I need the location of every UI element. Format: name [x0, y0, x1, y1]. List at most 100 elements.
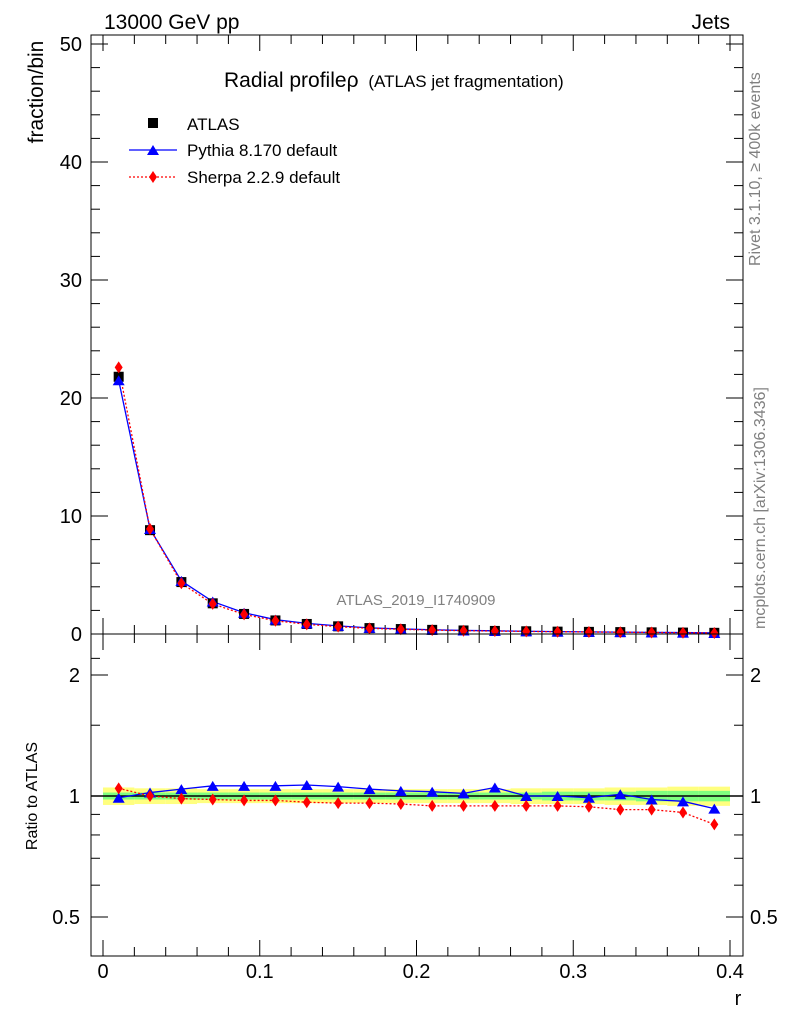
ratio-sherpa-point — [365, 797, 374, 810]
ratio-y-axis-label: Ratio to ATLAS — [24, 742, 41, 850]
legend-label-sherpa: Sherpa 2.2.9 default — [187, 168, 340, 187]
ratio-x-tick-label: 0.2 — [403, 961, 431, 983]
ratio-y-tick-label: 1 — [69, 786, 80, 808]
ratio-pythia-point — [582, 792, 595, 803]
mcplots-label: mcplots.cern.ch [arXiv:1306.3436] — [752, 387, 769, 629]
legend-entry-sherpa: Sherpa 2.2.9 default — [129, 168, 340, 187]
main-y-tick-label: 30 — [60, 270, 82, 292]
ratio-x-ticks: 0 0.1 0.2 0.3 0.4 — [97, 634, 744, 983]
ratio-pythia-point — [614, 789, 627, 800]
ratio-x-tick-label: 0.1 — [246, 961, 274, 983]
rivet-label: Rivet 3.1.10, ≥ 400k events — [747, 72, 764, 266]
ratio-pythia-point — [426, 786, 439, 797]
ratio-pythia-point — [206, 780, 219, 791]
ratio-sherpa-point — [710, 818, 719, 831]
legend-entry-atlas: ATLAS — [148, 115, 240, 134]
sherpa-point — [396, 623, 405, 636]
sherpa-point — [616, 626, 625, 639]
legend: ATLAS Pythia 8.170 default Sherpa 2.2.9 … — [129, 115, 340, 187]
ratio-band — [91, 786, 743, 806]
sherpa-point — [647, 626, 656, 639]
ratio-pythia-point — [175, 784, 188, 795]
ratio-pythia-line — [118, 784, 715, 810]
ratio-panel: Ratio to ATLAS r 0.5 0.5 1 1 2 2 0 0.1 0.2 0.3 0.… — [24, 633, 778, 1010]
ratio-sherpa-line — [118, 787, 715, 825]
ratio-sherpa-point — [271, 794, 280, 807]
ratio-pythia-point — [520, 791, 533, 801]
main-y-tick-label: 40 — [60, 152, 82, 174]
ratio-pythia-point — [269, 780, 282, 791]
ratio-x-tick-label: 0 — [97, 961, 108, 983]
ratio-pythia-point — [457, 788, 470, 799]
sherpa-point — [553, 625, 562, 638]
ratio-pythia-point — [645, 794, 658, 805]
legend-label-atlas: ATLAS — [187, 115, 240, 134]
sherpa-point — [428, 624, 437, 637]
ratio-sherpa-point — [302, 796, 311, 809]
sherpa-point — [271, 614, 280, 627]
ratio-sherpa-point — [208, 793, 217, 806]
legend-marker-square — [148, 118, 158, 128]
ratio-sherpa-point — [334, 797, 343, 810]
ratio-x-tick-label: 0.4 — [716, 961, 744, 983]
ratio-pythia-point — [551, 791, 564, 801]
main-y-tick-label: 10 — [60, 506, 82, 528]
sherpa-point — [114, 361, 123, 374]
sherpa-point — [584, 625, 593, 638]
main-title: Radial profileρ (ATLAS jet fragmentation… — [224, 69, 564, 92]
ratio-sherpa-point — [584, 800, 593, 813]
ratio-sherpa-point — [459, 799, 468, 812]
ratio-y-tick-label: 2 — [69, 665, 80, 687]
sherpa-point — [710, 626, 719, 639]
legend-entry-pythia: Pythia 8.170 default — [129, 141, 338, 160]
main-subtitle: (ATLAS jet fragmentation) — [368, 72, 563, 91]
ratio-sherpa-point — [616, 803, 625, 816]
ratio-sherpa-point — [396, 798, 405, 811]
ratio-y-ticks: 0.5 0.5 1 1 2 2 — [52, 657, 778, 929]
ratio-y-tick-label-right: 1 — [750, 786, 761, 808]
ratio-y-tick-label-right: 2 — [750, 665, 761, 687]
legend-marker-triangle — [147, 145, 159, 155]
x-axis-label: r — [735, 988, 742, 1010]
sherpa-line — [118, 367, 715, 634]
ratio-sherpa-point — [522, 799, 531, 812]
sherpa-point — [365, 622, 374, 635]
sherpa-point — [678, 626, 687, 639]
ratio-sherpa-point — [240, 794, 249, 807]
ratio-y-tick-label-right: 0.5 — [750, 907, 778, 929]
process-label: Jets — [691, 11, 730, 34]
ratio-sherpa-point — [177, 792, 186, 805]
ratio-pythia-point — [394, 785, 407, 796]
ratio-pythia-point — [676, 796, 689, 807]
sherpa-point — [334, 620, 343, 633]
ratio-sherpa-point — [647, 803, 656, 816]
ratio-sherpa-point — [678, 806, 687, 819]
legend-label-pythia: Pythia 8.170 default — [187, 141, 338, 160]
ratio-sherpa-point — [428, 799, 437, 812]
main-y-tick-label: 50 — [60, 34, 82, 56]
main-y-ticks: 0 10 20 30 40 50 — [60, 34, 743, 646]
main-y-axis-label: fraction/bin — [25, 41, 48, 144]
ratio-pythia-point — [363, 784, 376, 795]
ratio-pythia-point — [112, 792, 125, 803]
ratio-sherpa-point — [114, 782, 123, 795]
sherpa-point — [177, 577, 186, 590]
ratio-sherpa-point — [553, 799, 562, 812]
main-panel: fraction/bin Radial profileρ (ATLAS jet … — [25, 34, 744, 646]
main-y-tick-label: 20 — [60, 388, 82, 410]
energy-label: 13000 GeV pp — [104, 11, 239, 34]
ratio-pythia-point — [708, 803, 721, 814]
sherpa-point — [146, 522, 155, 535]
legend-marker-diamond — [149, 171, 157, 183]
ratio-y-tick-label: 0.5 — [52, 907, 80, 929]
analysis-id: ATLAS_2019_I1740909 — [336, 592, 495, 609]
sherpa-point — [240, 608, 249, 621]
ratio-series — [112, 780, 721, 831]
ratio-pythia-point — [332, 781, 345, 792]
sherpa-point — [302, 618, 311, 631]
ratio-pythia-point — [300, 780, 313, 791]
main-title-text: Radial profileρ — [224, 69, 359, 92]
ratio-sherpa-point — [490, 799, 499, 812]
ratio-x-tick-label: 0.3 — [559, 961, 587, 983]
